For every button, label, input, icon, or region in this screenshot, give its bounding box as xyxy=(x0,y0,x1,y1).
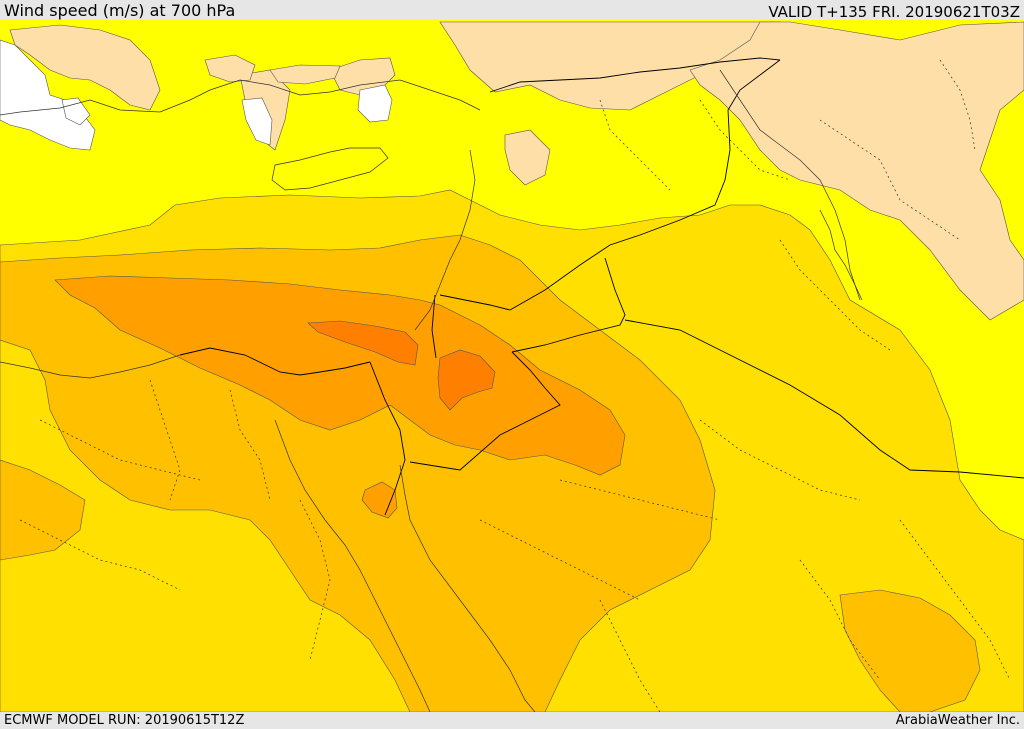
field-higher-spot xyxy=(361,481,398,519)
model-run-label: ECMWF MODEL RUN: 20190615T12Z xyxy=(4,713,245,728)
coastlines xyxy=(0,69,863,712)
country-borders xyxy=(179,57,1024,516)
credit-label: ArabiaWeather Inc. xyxy=(895,713,1020,728)
footer-bar: ECMWF MODEL RUN: 20190615T12Z ArabiaWeat… xyxy=(0,712,1024,729)
header-bar: Wind speed (m/s) at 700 hPa VALID T+135 … xyxy=(0,0,1024,20)
field-highest xyxy=(307,320,496,411)
field-no-data xyxy=(0,39,393,151)
wind-speed-map[interactable] xyxy=(0,20,1024,712)
chart-title: Wind speed (m/s) at 700 hPa xyxy=(4,1,236,20)
field-high-se xyxy=(839,589,981,712)
field-high-sw xyxy=(0,459,86,561)
valid-time-label: VALID T+135 FRI. 20190621T03Z xyxy=(768,3,1020,21)
map-canvas xyxy=(0,20,1024,712)
field-higher xyxy=(54,275,626,476)
province-boundaries xyxy=(19,59,1011,712)
